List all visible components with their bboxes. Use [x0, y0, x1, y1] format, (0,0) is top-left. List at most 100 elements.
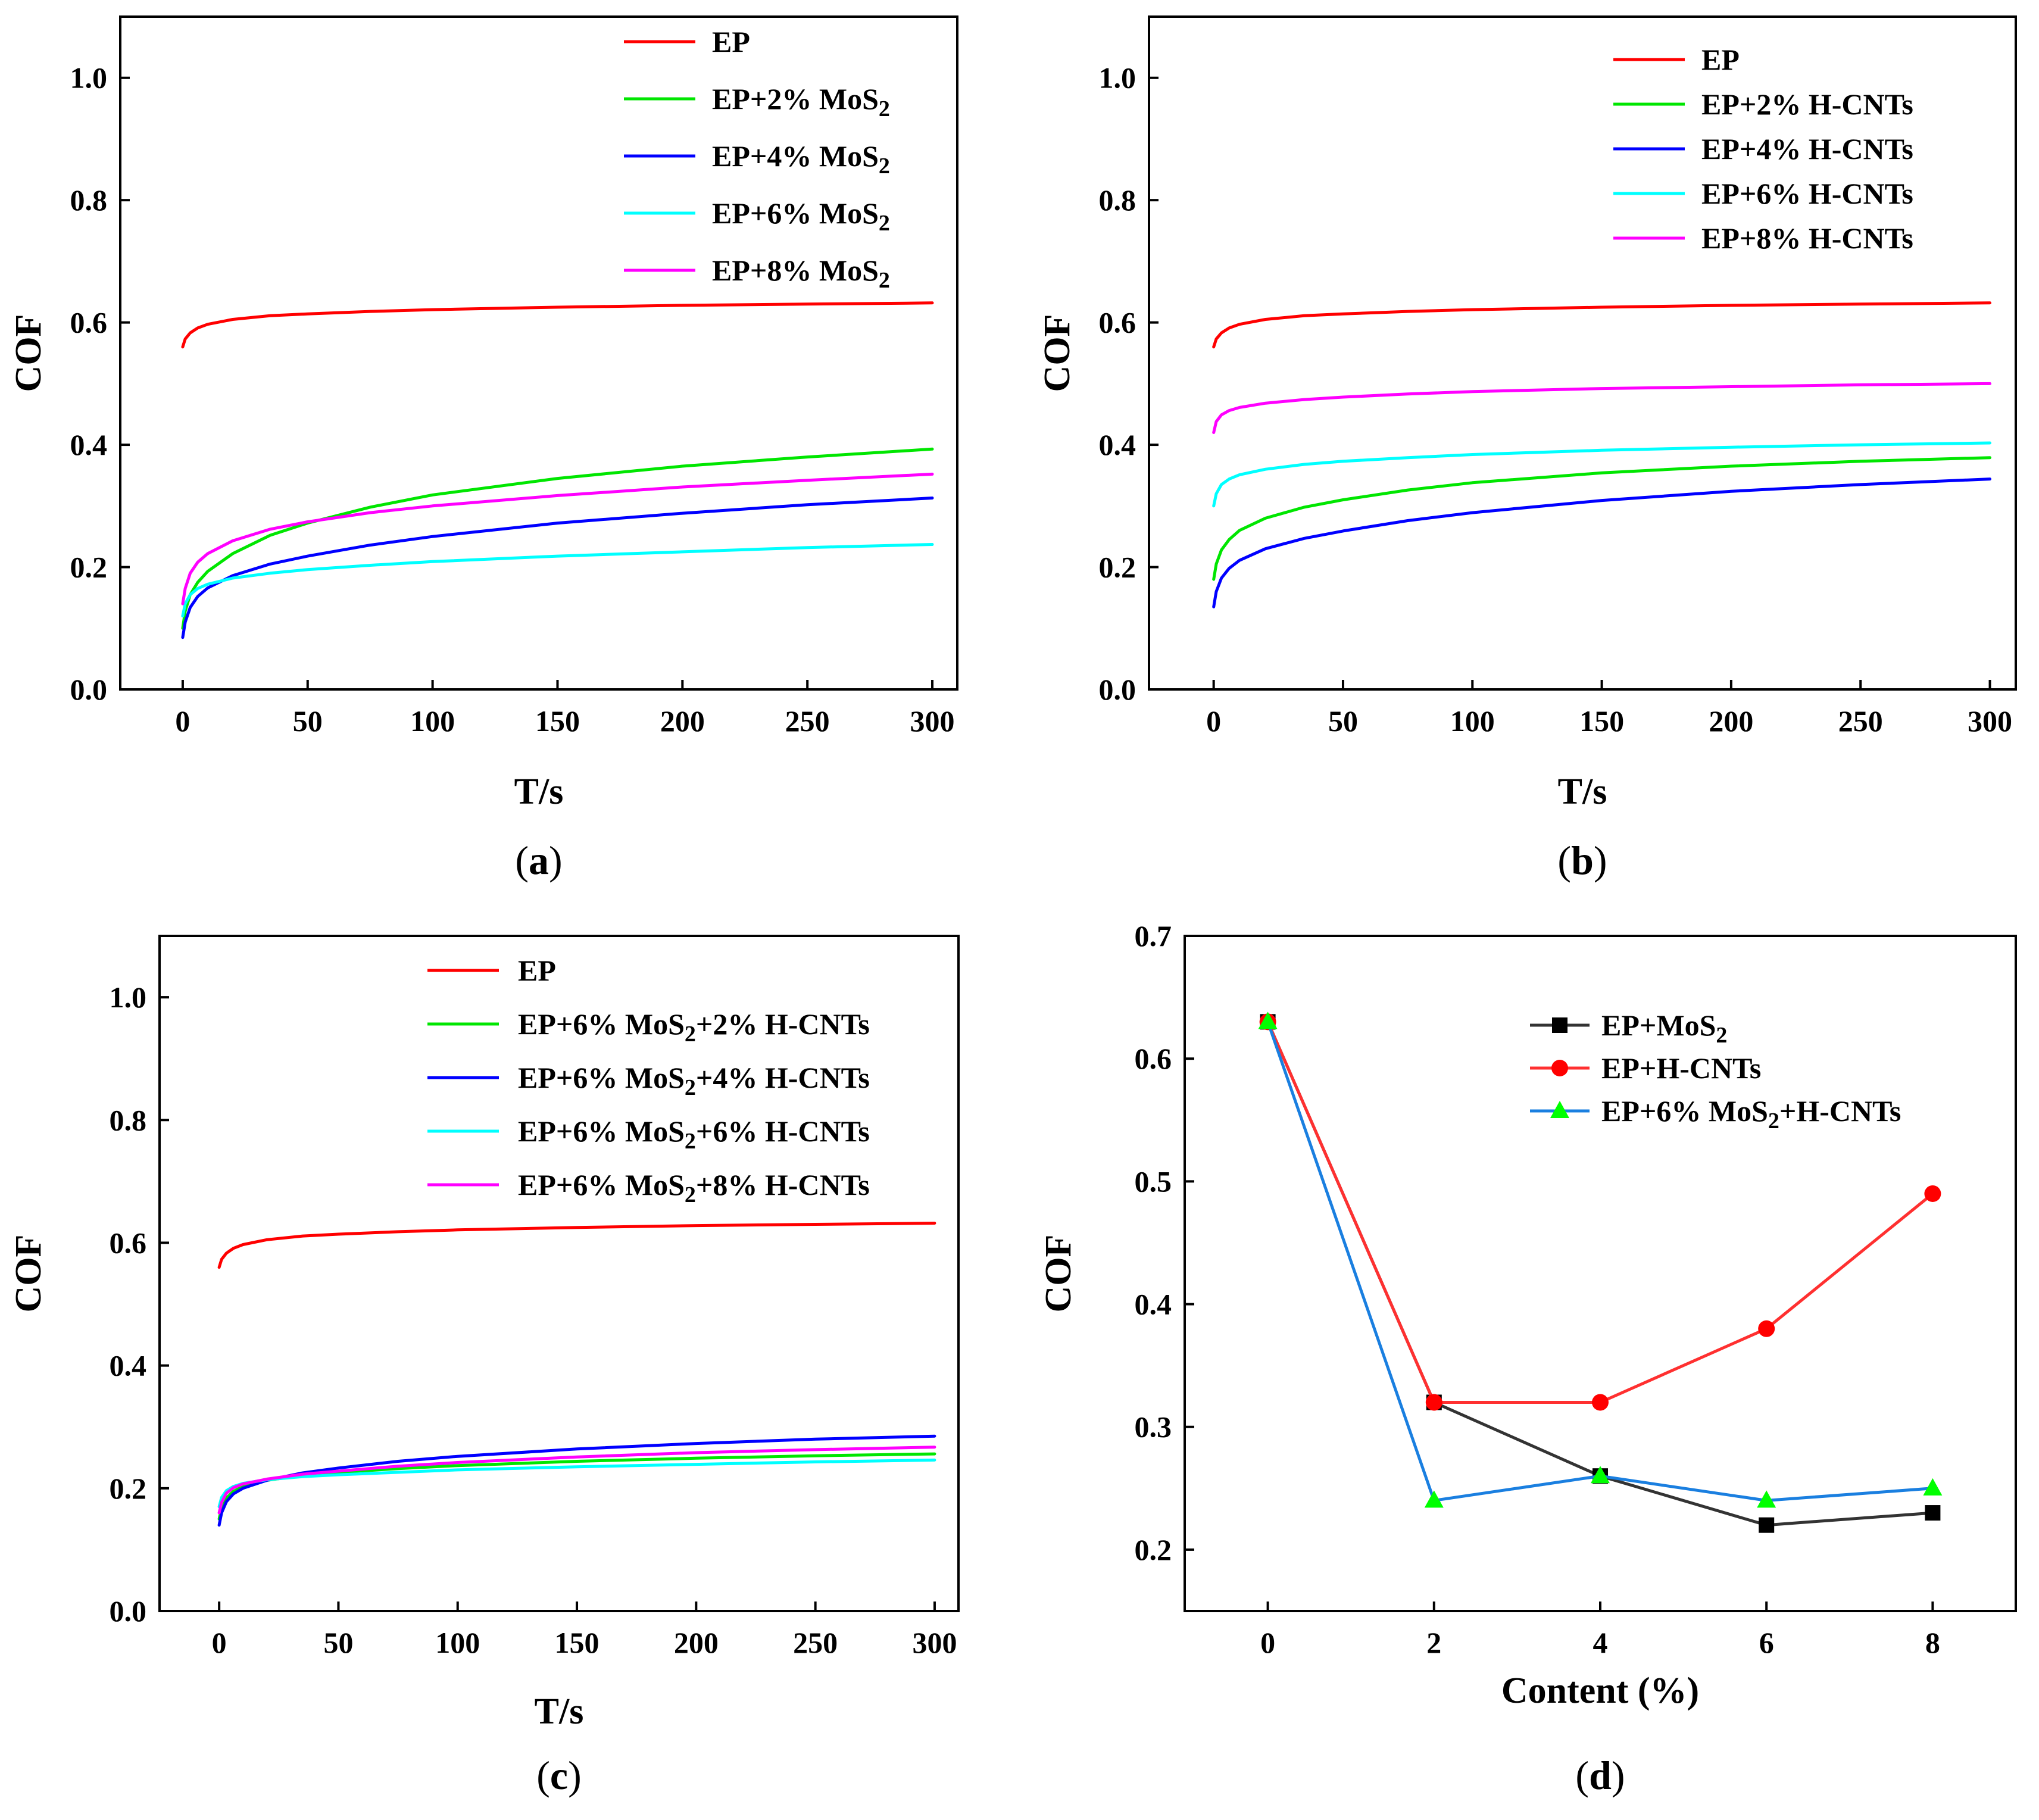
y-tick-label: 0.0 — [1099, 673, 1136, 706]
legend-label-subscript: 2 — [685, 1075, 696, 1100]
series-line — [1212, 456, 1991, 581]
x-tick-label: 50 — [1328, 704, 1358, 738]
legend-label-part: EP+4% H-CNTs — [1701, 132, 1913, 166]
legend-label: EP+2% MoS2 — [712, 82, 890, 121]
data-point — [1759, 1517, 1775, 1533]
legend-marker — [1551, 1060, 1568, 1076]
y-tick-label: 0.8 — [70, 183, 108, 217]
legend-label-part: EP+6% MoS — [518, 1115, 685, 1148]
legend-label: EP+6% MoS2+6% H-CNTs — [518, 1115, 870, 1154]
panel-label-open: ( — [1557, 838, 1571, 883]
y-tick-label: 0.5 — [1135, 1165, 1172, 1198]
x-tick-label: 250 — [793, 1626, 838, 1659]
legend-label-part: EP+6% MoS — [518, 1168, 685, 1201]
legend-label-subscript: 2 — [1716, 1023, 1727, 1048]
y-tick-label: 0.4 — [1099, 428, 1136, 461]
plot-frame — [1148, 15, 2017, 691]
data-point — [1923, 1478, 1943, 1496]
x-tick-label: 100 — [410, 704, 455, 738]
legend-label-subscript: 2 — [685, 1182, 696, 1207]
series-line — [1266, 1020, 1934, 1404]
x-axis-title: T/s — [514, 772, 564, 812]
legend-label-part: EP+8% H-CNTs — [1701, 221, 1913, 255]
data-point — [1758, 1320, 1775, 1337]
panel-label-letter: d — [1589, 1753, 1612, 1798]
series-line — [217, 1458, 936, 1509]
panel-c-chart: 0 50 100 150 200 250 300 0.0 0.2 0.4 0.6 0.8 1.0 T/s C… — [8, 935, 960, 1798]
legend-label: EP+6% MoS2+4% H-CNTs — [518, 1061, 870, 1100]
y-axis-title: COF — [1037, 314, 1078, 392]
x-tick-label: 4 — [1593, 1626, 1608, 1659]
y-tick-label: 0.0 — [110, 1594, 147, 1628]
x-tick-label: 2 — [1426, 1626, 1441, 1659]
series-line — [217, 1446, 936, 1515]
legend-label: EP+8% H-CNTs — [1701, 221, 1913, 255]
legend-label: EP+4% MoS2 — [712, 139, 890, 179]
legend-label-part: +8% H-CNTs — [696, 1168, 870, 1201]
data-point — [1258, 1012, 1278, 1029]
x-axis-title: Content (%) — [1501, 1671, 1699, 1711]
data-point — [1592, 1394, 1609, 1411]
panel-label-open: ( — [1575, 1753, 1589, 1798]
legend-label-part: +4% H-CNTs — [696, 1061, 870, 1094]
series-line — [181, 301, 934, 349]
y-tick-label: 0.8 — [110, 1103, 147, 1137]
legend-label: EP+6% H-CNTs — [1701, 177, 1913, 210]
panel-label-open: ( — [515, 838, 529, 883]
y-tick-label: 0.3 — [1135, 1410, 1172, 1444]
legend-marker — [1550, 1101, 1569, 1118]
legend-label-part: EP — [518, 954, 556, 987]
y-tick-label: 0.8 — [1099, 183, 1136, 217]
legend-label: EP+2% H-CNTs — [1701, 88, 1913, 121]
x-tick-label: 100 — [435, 1626, 480, 1659]
legend-label-part: +H-CNTs — [1779, 1094, 1901, 1128]
x-axis-title: T/s — [1558, 772, 1607, 812]
series-line — [1212, 441, 1991, 508]
y-tick-label: 0.2 — [110, 1472, 147, 1505]
legend-label-part: +6% H-CNTs — [696, 1115, 870, 1148]
legend-label-subscript: 2 — [685, 1022, 696, 1047]
panel-label-letter: c — [550, 1753, 568, 1798]
legend-label-part: EP+6% MoS — [1601, 1094, 1768, 1128]
x-tick-label: 200 — [660, 704, 705, 738]
legend-label-part: EP+2% MoS — [712, 82, 879, 115]
legend-label-subscript: 2 — [1768, 1109, 1779, 1134]
x-tick-label: 0 — [1260, 1626, 1275, 1659]
legend-label-subscript: 2 — [879, 211, 890, 236]
legend-label-part: EP — [1701, 43, 1740, 76]
legend-label-part: EP+6% MoS — [518, 1061, 685, 1094]
y-tick-label: 0.4 — [70, 428, 108, 461]
legend-label: EP+6% MoS2+2% H-CNTs — [518, 1007, 870, 1047]
series-line — [217, 1222, 936, 1269]
series-line — [217, 1452, 936, 1521]
data-point — [1425, 1394, 1442, 1411]
series-line — [1212, 301, 1991, 349]
legend-label-subscript: 2 — [879, 154, 890, 179]
legend-label: EP — [518, 954, 556, 987]
data-point — [1424, 1490, 1444, 1508]
legend-marker — [1552, 1017, 1567, 1033]
y-tick-label: 0.2 — [1099, 551, 1136, 584]
y-tick-label: 0.2 — [1135, 1533, 1172, 1566]
y-tick-label: 0.7 — [1135, 919, 1172, 953]
plot-frame — [1184, 935, 2017, 1612]
series-line — [217, 1434, 936, 1527]
panel-label-close: ) — [549, 838, 563, 883]
legend-label-subscript: 2 — [685, 1129, 696, 1154]
y-tick-label: 0.4 — [110, 1349, 147, 1382]
legend-label-part: EP+H-CNTs — [1601, 1051, 1761, 1085]
series-line — [1212, 382, 1991, 434]
y-axis-title: COF — [1038, 1235, 1079, 1313]
legend-label: EP+MoS2 — [1601, 1009, 1727, 1048]
x-tick-label: 250 — [785, 704, 830, 738]
x-tick-label: 300 — [1968, 704, 2012, 738]
legend-label: EP+4% H-CNTs — [1701, 132, 1913, 166]
panel-label: (c) — [536, 1753, 582, 1798]
legend-label: EP — [1701, 43, 1740, 76]
panel-a-chart: 0 50 100 150 200 250 300 0.0 0.2 0.4 0.6 0.8 1.0 T/s C… — [8, 15, 958, 883]
series-line — [181, 472, 934, 605]
x-tick-label: 150 — [1579, 704, 1624, 738]
x-tick-label: 8 — [1925, 1626, 1940, 1659]
y-axis-title: COF — [8, 314, 49, 392]
legend-label: EP+6% MoS2+8% H-CNTs — [518, 1168, 870, 1207]
